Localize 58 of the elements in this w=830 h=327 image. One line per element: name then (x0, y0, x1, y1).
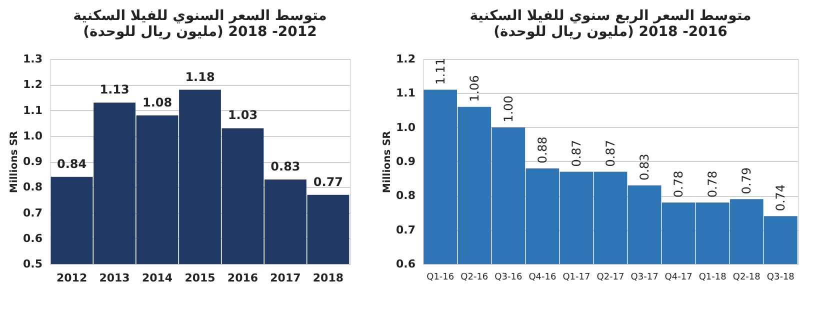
x-tick-label: Q3-17 (630, 272, 658, 282)
data-label: 0.87 (569, 140, 584, 167)
x-tick-label: Q1-18 (698, 272, 727, 282)
x-tick-label: Q2-16 (460, 272, 488, 282)
y-tick-label: 0.8 (23, 180, 42, 194)
y-tick-label: 0.7 (396, 223, 416, 236)
data-label: 1.11 (433, 58, 448, 85)
data-label: 1.00 (501, 96, 516, 122)
x-tick-label: 2014 (142, 272, 173, 284)
y-tick-label: 0.9 (23, 155, 42, 168)
x-tick-label: 2017 (270, 272, 301, 284)
data-label: 1.06 (467, 75, 482, 102)
x-tick-label: Q3-16 (494, 272, 522, 282)
x-tick-label: 2018 (312, 272, 344, 284)
x-tick-label: 2016 (227, 272, 258, 284)
x-tick-label: Q3-18 (766, 272, 795, 282)
y-axis-title: Millions SR (382, 130, 394, 193)
data-label: 0.78 (672, 170, 686, 198)
y-tick-label: 1.2 (23, 78, 42, 92)
x-tick-label: 2013 (99, 272, 130, 284)
data-label: 1.13 (100, 82, 130, 97)
text: (مليون ريال للوحدة) 2016- 2018 (494, 24, 728, 40)
data-label: 0.84 (56, 156, 87, 171)
x-tick-label: Q4-16 (528, 272, 556, 282)
x-tick-label: Q2-18 (732, 272, 761, 282)
text: (مليون ريال للوحدة) 2012- 2018 (83, 24, 317, 40)
y-tick-label: 1.2 (396, 52, 416, 66)
y-tick-label: 0.6 (23, 232, 43, 245)
y-tick-label: 0.7 (23, 206, 42, 220)
data-label: 0.77 (313, 174, 344, 189)
data-label: 0.87 (604, 140, 618, 167)
y-tick-label: 0.9 (396, 155, 416, 168)
data-label: 1.18 (185, 70, 215, 84)
y-tick-label: 0.6 (396, 258, 416, 270)
data-label: 0.78 (706, 170, 720, 198)
data-label: 0.83 (270, 159, 300, 174)
y-tick-label: 1.1 (396, 86, 416, 100)
data-label: 0.88 (535, 136, 550, 164)
x-tick-label: Q1-16 (426, 272, 454, 282)
data-label: 0.79 (740, 167, 754, 194)
y-axis-title: Millions SR (9, 130, 20, 193)
text: متوسط السعر السنوي للفيلا السكنية (73, 8, 327, 24)
x-tick-label: 2012 (56, 272, 88, 284)
text: متوسط السعر الربع سنوي للفيلا السكنية (470, 8, 752, 24)
x-tick-label: 2015 (184, 272, 216, 284)
data-label: 1.08 (142, 95, 172, 110)
y-tick-label: 1.3 (23, 52, 42, 66)
y-tick-label: 1.1 (23, 104, 42, 117)
x-tick-label: Q4-17 (664, 272, 692, 282)
y-tick-label: 1.0 (23, 129, 43, 142)
y-tick-label: 1.0 (396, 120, 416, 134)
x-tick-label: Q2-17 (596, 272, 624, 282)
data-label: 0.83 (638, 154, 652, 180)
data-label: 0.74 (774, 184, 788, 212)
y-tick-label: 0.8 (396, 189, 416, 202)
x-tick-label: Q1-17 (562, 272, 590, 282)
data-label: 1.03 (228, 108, 258, 122)
y-tick-label: 0.5 (23, 258, 42, 270)
